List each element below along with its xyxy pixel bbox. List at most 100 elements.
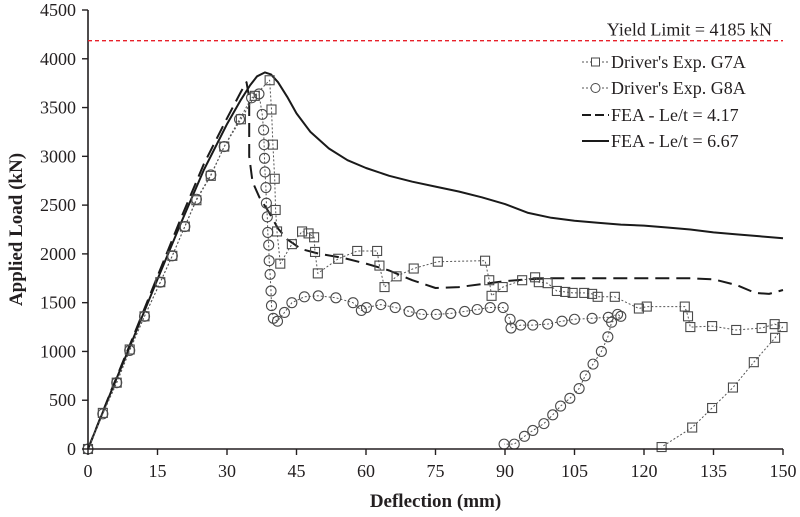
data-point-square xyxy=(309,246,321,257)
data-point-circle xyxy=(190,193,202,205)
data-point-circle xyxy=(256,108,268,120)
data-point-square xyxy=(656,441,667,453)
data-point-square xyxy=(270,204,281,216)
data-point-circle xyxy=(471,303,483,316)
data-point-square xyxy=(486,290,497,301)
data-point-square xyxy=(641,301,652,312)
data-point-square xyxy=(264,75,275,86)
y-tick-label: 2500 xyxy=(40,195,76,215)
y-tick-label: 4500 xyxy=(40,0,76,20)
data-point-circle xyxy=(527,424,539,437)
data-point-circle xyxy=(258,152,271,164)
data-point-square xyxy=(587,288,598,299)
data-point-circle xyxy=(298,291,310,303)
data-point-circle xyxy=(542,318,554,330)
y-tick-label: 4000 xyxy=(40,49,76,69)
data-point-square xyxy=(312,268,323,279)
data-point-square xyxy=(267,139,278,150)
data-point-square xyxy=(633,303,644,314)
data-point-circle xyxy=(445,307,457,319)
data-point-circle xyxy=(179,221,191,233)
legend-marker-square xyxy=(591,57,600,67)
data-point-circle xyxy=(205,169,217,181)
legend-marker-circle xyxy=(590,83,601,93)
data-point-circle xyxy=(347,297,359,309)
x-tick-label: 150 xyxy=(770,461,797,481)
series-fea-le-t-4-17 xyxy=(87,81,784,450)
data-point-square xyxy=(352,245,363,257)
data-point-square xyxy=(309,232,320,243)
legend-label: Driver's Exp. G8A xyxy=(611,78,746,98)
data-point-circle xyxy=(330,292,342,304)
data-point-circle xyxy=(555,400,567,412)
legend-item: FEA - Le/t = 4.17 xyxy=(582,105,739,125)
data-point-circle xyxy=(253,88,265,100)
series-line xyxy=(87,79,783,450)
data-point-circle xyxy=(505,322,517,334)
data-point-circle xyxy=(138,310,151,322)
data-point-circle xyxy=(258,139,270,151)
data-point-square xyxy=(551,285,562,297)
data-point-circle xyxy=(154,276,166,288)
data-point-square xyxy=(707,402,718,414)
data-point-square xyxy=(748,357,759,368)
data-point-circle xyxy=(360,301,373,314)
data-point-circle xyxy=(218,141,230,153)
data-point-circle xyxy=(416,308,428,320)
data-point-circle xyxy=(389,301,401,314)
data-point-square xyxy=(372,245,383,257)
data-point-square xyxy=(286,239,297,250)
data-point-circle xyxy=(573,382,585,395)
data-point-square xyxy=(391,271,402,282)
x-tick-label: 120 xyxy=(631,461,658,481)
data-point-circle xyxy=(595,345,607,357)
data-point-square xyxy=(266,104,277,115)
y-tick-label: 3000 xyxy=(40,146,76,166)
series-line xyxy=(87,93,622,450)
data-point-circle xyxy=(263,239,275,251)
data-point-square xyxy=(374,260,385,271)
data-point-square xyxy=(756,322,767,334)
data-point-circle xyxy=(602,331,614,343)
data-point-square xyxy=(567,287,578,298)
data-point-square xyxy=(769,319,780,330)
data-point-square xyxy=(275,258,286,269)
axes: 0 500 1000 1500 2000 2500 3000 3500 4000 4500 0 15 3… xyxy=(40,0,797,481)
data-point-circle xyxy=(403,305,415,317)
data-point-circle xyxy=(271,315,284,327)
data-point-circle xyxy=(515,319,527,331)
x-tick-label: 90 xyxy=(496,461,514,481)
data-point-square xyxy=(685,322,696,333)
data-point-circle xyxy=(258,124,270,136)
data-point-circle xyxy=(606,316,618,328)
series-fea-le-t-6-67 xyxy=(87,71,784,450)
x-axis-title: Deflection (mm) xyxy=(370,491,501,512)
y-tick-label: 1500 xyxy=(40,293,76,313)
data-point-square xyxy=(770,332,781,343)
data-point-square xyxy=(517,275,528,286)
data-point-circle xyxy=(124,344,136,357)
x-tick-label: 75 xyxy=(427,461,445,481)
data-point-circle xyxy=(111,377,123,389)
series-line xyxy=(87,71,784,450)
data-point-circle xyxy=(166,250,178,262)
data-point-square xyxy=(560,286,571,297)
data-point-square xyxy=(484,275,495,286)
x-tick-label: 0 xyxy=(84,461,93,481)
x-tick-label: 30 xyxy=(218,461,236,481)
data-point-circle xyxy=(263,255,275,267)
data-point-circle xyxy=(265,285,277,297)
data-point-circle xyxy=(497,301,509,314)
data-point-square xyxy=(609,291,620,302)
legend-label: Driver's Exp. G7A xyxy=(611,52,746,72)
data-point-circle xyxy=(556,315,568,327)
x-tick-label: 135 xyxy=(700,461,727,481)
y-tick-label: 1000 xyxy=(40,341,76,361)
legend-item: Driver's Exp. G7A xyxy=(582,52,746,72)
data-point-circle xyxy=(518,430,531,442)
y-tick-label: 500 xyxy=(49,390,76,410)
data-point-circle xyxy=(264,268,276,280)
x-tick-label: 15 xyxy=(149,461,167,481)
legend-item: Driver's Exp. G8A xyxy=(582,78,746,98)
